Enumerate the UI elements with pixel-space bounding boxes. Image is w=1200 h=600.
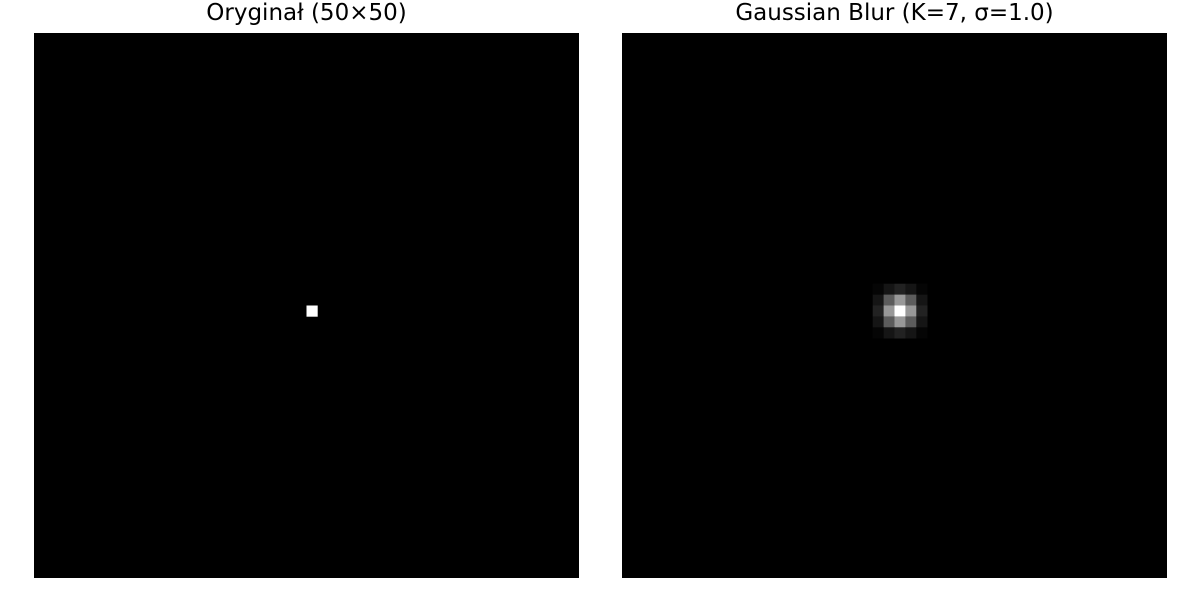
heatmap-cell xyxy=(883,305,895,317)
heatmap-cell xyxy=(872,316,884,328)
heatmap-cell xyxy=(905,294,917,306)
heatmap-cell xyxy=(894,316,906,328)
heatmap-cell xyxy=(872,283,884,295)
heatmap-cell xyxy=(306,305,318,317)
chart-title: Gaussian Blur (K=7, σ=1.0) xyxy=(735,0,1054,26)
blurred-heatmap xyxy=(622,33,1167,578)
heatmap-cell xyxy=(872,305,884,317)
heatmap-cell xyxy=(894,327,906,339)
heatmap-cell xyxy=(905,316,917,328)
heatmap-cell xyxy=(883,294,895,306)
heatmap-cell xyxy=(883,327,895,339)
heatmap-cell xyxy=(883,316,895,328)
heatmap-cell xyxy=(872,294,884,306)
heatmap-cell xyxy=(905,283,917,295)
heatmap-cell xyxy=(894,305,906,317)
heatmap-cell xyxy=(916,283,928,295)
heatmap-cell xyxy=(916,316,928,328)
heatmap-cell xyxy=(872,327,884,339)
chart-title: Oryginał (50×50) xyxy=(206,0,407,26)
heatmap-cell xyxy=(894,283,906,295)
heatmap-cell xyxy=(905,305,917,317)
heatmap-cell xyxy=(883,283,895,295)
heatmap-cell xyxy=(894,294,906,306)
heatmap-cell xyxy=(916,294,928,306)
blurred-image-panel: Gaussian Blur (K=7, σ=1.0) xyxy=(622,0,1167,600)
heatmap-cell xyxy=(916,305,928,317)
heatmap-cell xyxy=(916,327,928,339)
original-heatmap xyxy=(34,33,579,578)
original-image-panel: Oryginał (50×50) xyxy=(34,0,579,600)
heatmap-cell xyxy=(905,327,917,339)
